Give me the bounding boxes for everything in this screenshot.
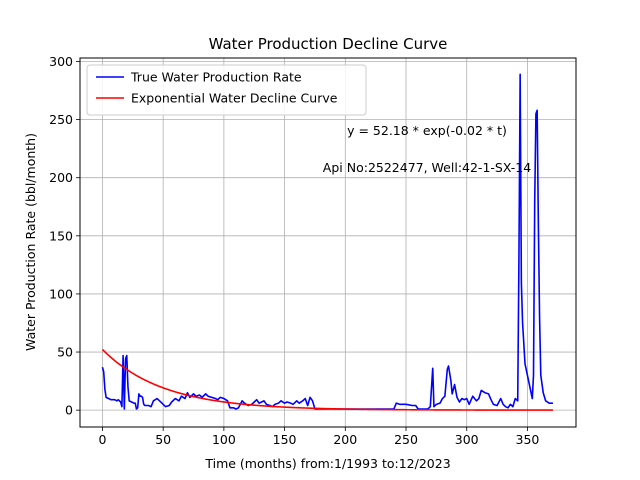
- y-tick-label: 300: [49, 54, 73, 69]
- x-tick-label: 50: [155, 432, 171, 447]
- legend: True Water Production Rate Exponential W…: [86, 64, 367, 116]
- series-layer: [101, 73, 553, 411]
- legend-label-true: True Water Production Rate: [130, 70, 302, 85]
- x-tick-label: 250: [394, 432, 418, 447]
- equation-annotation: y = 52.18 * exp(-0.02 * t): [347, 123, 507, 138]
- plot-frame: [79, 57, 577, 428]
- legend-box: [86, 64, 367, 116]
- y-tick-label: 50: [57, 345, 73, 360]
- chart-title: Water Production Decline Curve: [209, 35, 448, 53]
- y-tick-label: 250: [49, 112, 73, 127]
- y-tick-label: 100: [49, 286, 73, 301]
- y-tick-label: 150: [49, 228, 73, 243]
- grid: [80, 58, 576, 427]
- series-true-water-production: [101, 73, 553, 410]
- y-tick-label: 200: [49, 170, 73, 185]
- x-tick-label: 350: [516, 432, 540, 447]
- x-tick-label: 300: [455, 432, 479, 447]
- x-axis-label: Time (months) from:1/1993 to:12/2023: [204, 456, 450, 471]
- x-axis: 0 50 100 150 200 250 300 350: [98, 427, 539, 447]
- x-tick-label: 0: [98, 432, 106, 447]
- y-axis-label: Water Production Rate (bbl/month): [23, 133, 38, 351]
- y-tick-label: 0: [65, 403, 73, 418]
- x-tick-label: 100: [212, 432, 236, 447]
- x-tick-label: 150: [273, 432, 297, 447]
- legend-label-exponential: Exponential Water Decline Curve: [131, 91, 338, 106]
- y-axis: 0 50 100 150 200 250 300: [49, 54, 80, 418]
- series-exponential-decline: [101, 348, 553, 411]
- x-tick-label: 200: [333, 432, 357, 447]
- well-annotation: Api No:2522477, Well:42-1-SX-14: [323, 160, 531, 175]
